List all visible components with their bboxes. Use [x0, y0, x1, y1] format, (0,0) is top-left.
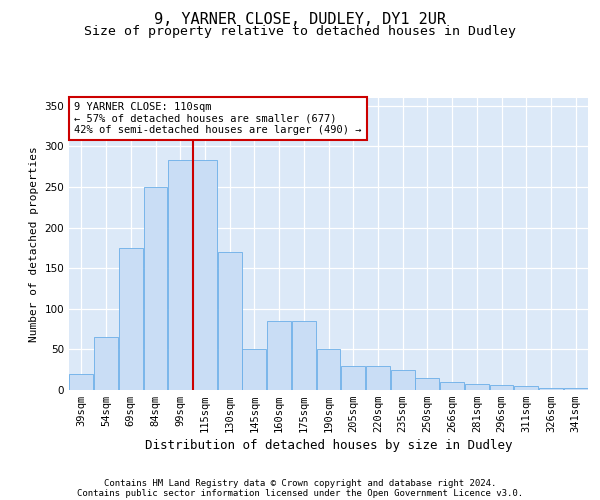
Bar	[292, 321, 316, 390]
Text: Size of property relative to detached houses in Dudley: Size of property relative to detached ho…	[84, 25, 516, 38]
Bar	[440, 382, 464, 390]
Bar	[490, 385, 514, 390]
Bar	[514, 386, 538, 390]
Text: Contains HM Land Registry data © Crown copyright and database right 2024.: Contains HM Land Registry data © Crown c…	[104, 478, 496, 488]
Bar	[70, 374, 94, 390]
Bar	[391, 370, 415, 390]
Bar	[539, 388, 563, 390]
Bar	[267, 321, 291, 390]
Bar	[242, 350, 266, 390]
Bar	[119, 248, 143, 390]
Bar	[366, 366, 390, 390]
Bar	[168, 160, 192, 390]
Bar	[563, 388, 587, 390]
Text: Contains public sector information licensed under the Open Government Licence v3: Contains public sector information licen…	[77, 488, 523, 498]
Bar	[94, 337, 118, 390]
Bar	[465, 384, 489, 390]
Bar	[143, 187, 167, 390]
X-axis label: Distribution of detached houses by size in Dudley: Distribution of detached houses by size …	[145, 440, 512, 452]
Bar	[317, 350, 340, 390]
Bar	[193, 160, 217, 390]
Bar	[218, 252, 242, 390]
Text: 9, YARNER CLOSE, DUDLEY, DY1 2UR: 9, YARNER CLOSE, DUDLEY, DY1 2UR	[154, 12, 446, 28]
Bar	[341, 366, 365, 390]
Y-axis label: Number of detached properties: Number of detached properties	[29, 146, 39, 342]
Text: 9 YARNER CLOSE: 110sqm
← 57% of detached houses are smaller (677)
42% of semi-de: 9 YARNER CLOSE: 110sqm ← 57% of detached…	[74, 102, 362, 135]
Bar	[415, 378, 439, 390]
